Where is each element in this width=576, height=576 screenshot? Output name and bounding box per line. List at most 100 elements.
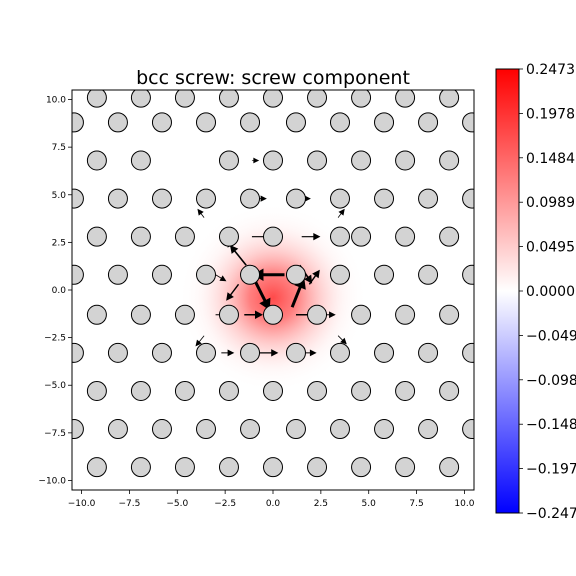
atom-marker [374,188,395,209]
atom-marker [395,90,416,108]
atom-marker [196,264,216,285]
atom-marker [196,112,216,133]
atom-marker [374,342,395,363]
y-axis-ticks: −10.0 −7.5 −5.0 −2.5 0.0 2.5 5.0 7.5 10.0 [38,96,72,486]
displacement-arrow [257,349,279,357]
atom-marker [174,380,195,401]
atom-marker [462,419,474,440]
atom-marker [107,264,128,285]
atom-marker [418,264,439,285]
atom-marker [462,264,474,285]
field-heatmap [178,203,368,393]
atom-marker [86,380,107,401]
colorbar-tick-label: 0.2473 [526,62,575,78]
x-tick-label: 5.0 [362,499,377,509]
colorbar-tick-label: −0.0495 [526,328,576,344]
atom-marker [439,150,460,171]
displacement-arrow [221,349,235,357]
atom-marker [86,304,107,325]
atom-marker [86,90,107,108]
atom-marker [240,419,261,440]
atom-marker [462,188,474,209]
y-tick-label: 10.0 [46,96,66,106]
displacement-arrow [226,283,240,301]
atom-marker [72,342,84,363]
atom-marker [263,457,283,478]
atom-marker [151,264,172,285]
atom-marker [72,264,84,285]
y-tick-label: −2.5 [44,334,66,344]
x-axis-ticks: −10.0 −7.5 −5.0 −2.5 0.0 2.5 5.0 7.5 10.0 [68,490,475,509]
colorbar-tick-label: 0.0495 [526,240,575,256]
atom-marker [130,304,151,325]
atom-marker [240,342,261,363]
atom-marker [307,457,328,478]
plot-area [72,90,474,490]
atom-marker [240,112,261,133]
atom-marker [107,112,128,133]
atom-marker [351,304,372,325]
atom-marker [439,90,460,108]
atom-marker [86,457,107,478]
atom-marker [130,380,151,401]
atom-marker [72,419,84,440]
atom-marker [86,150,107,171]
atom-marker [418,419,439,440]
atom-marker [130,226,151,247]
atom-marker [351,226,372,247]
atom-marker [151,342,172,363]
atom-marker [374,419,395,440]
atom-marker [439,380,460,401]
colorbar-tick-label: −0.1978 [526,462,576,478]
colorbar [495,68,520,514]
atom-marker [218,150,239,171]
atom-marker [330,419,350,440]
x-tick-label: 2.5 [314,499,328,509]
atom-marker [151,112,172,133]
colorbar-tick-label: −0.0989 [526,373,576,389]
atom-marker [263,150,283,171]
atom-marker [196,188,216,209]
x-tick-label: −2.5 [214,499,236,509]
displacement-arrow [337,208,345,218]
atom-marker [130,457,151,478]
colorbar-tick-label: 0.0000 [526,284,575,300]
colorbar-tick-label: −0.2473 [526,506,576,522]
atom-marker [218,457,239,478]
atom-marker [374,112,395,133]
atom-marker [418,342,439,363]
atom-marker [330,226,350,247]
atom-marker [418,188,439,209]
atom-marker [263,380,283,401]
atom-marker [72,112,84,133]
y-tick-label: 0.0 [52,286,67,296]
atom-marker [395,150,416,171]
atom-marker [330,264,350,285]
atom-marker [395,457,416,478]
atom-marker [218,380,239,401]
atom-marker [72,188,84,209]
atom-marker [285,112,306,133]
y-tick-label: 5.0 [52,191,67,201]
y-tick-label: 7.5 [52,143,66,153]
atom-marker [174,457,195,478]
chart-title: bcc screw: screw component [136,67,410,89]
atom-marker [330,188,350,209]
displacement-arrow [244,310,264,320]
atom-marker [263,226,283,247]
atom-marker [351,150,372,171]
atom-marker [196,342,216,363]
displacement-arrow [326,311,336,319]
atom-marker [218,90,239,108]
atom-marker [174,90,195,108]
colorbar-tick-label: 0.1978 [526,106,575,122]
atom-marker [263,90,283,108]
atom-marker [285,188,306,209]
atom-marker [285,419,306,440]
atom-marker [462,112,474,133]
displacement-arrow [229,245,247,266]
atom-marker [307,304,328,325]
atom-marker [240,264,261,285]
atom-marker [107,188,128,209]
atom-marker [86,226,107,247]
